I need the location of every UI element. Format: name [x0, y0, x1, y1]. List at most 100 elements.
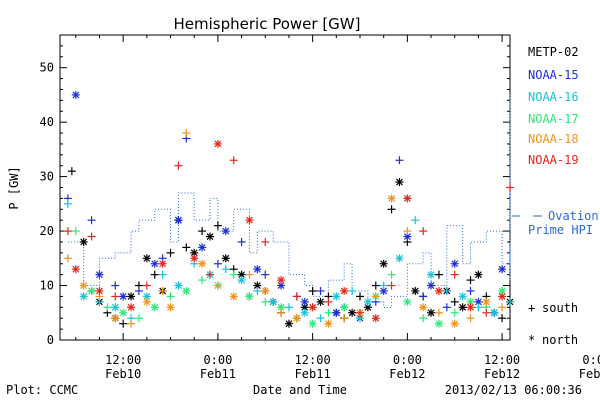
data-point-noaa-15 [379, 286, 388, 295]
data-point-noaa-19 [466, 303, 475, 312]
data-point-noaa-15 [466, 286, 475, 295]
data-point-noaa-19 [261, 237, 270, 246]
legend: METP-02 NOAA-15 NOAA-16 NOAA-17 NOAA-18 … [512, 45, 599, 347]
data-point-noaa-18 [387, 194, 396, 203]
x-tick-date-label: Feb12 [484, 367, 520, 381]
data-point-noaa-18 [450, 319, 459, 328]
data-point-noaa-19 [324, 297, 333, 306]
data-point-noaa-18 [63, 254, 72, 263]
data-point-noaa-18 [482, 297, 491, 306]
data-point-noaa-19 [95, 286, 104, 295]
x-tick-time-label: 0:00 [203, 353, 232, 367]
y-tick-label: 40 [40, 115, 54, 129]
data-point-noaa-19 [387, 281, 396, 290]
data-point-noaa-16 [332, 292, 341, 301]
plot-frame [59, 34, 511, 341]
data-point-noaa-16 [427, 270, 436, 279]
data-point-noaa-18 [434, 308, 443, 317]
data-point-noaa-16 [174, 281, 183, 290]
data-point-metp-02 [466, 276, 475, 285]
data-point-noaa-15 [95, 270, 104, 279]
data-point-noaa-19 [482, 308, 491, 317]
legend-item-metp-02: METP-02 [528, 45, 579, 59]
data-point-noaa-18 [111, 314, 120, 323]
data-point-metp-02 [284, 319, 293, 328]
data-point-noaa-18 [245, 270, 254, 279]
data-point-noaa-19 [434, 286, 443, 295]
data-point-metp-02 [119, 319, 128, 328]
data-point-noaa-15 [71, 90, 80, 99]
data-point-noaa-15 [174, 216, 183, 225]
data-point-noaa-18 [198, 259, 207, 268]
legend-item-noaa-16: NOAA-16 [528, 90, 579, 104]
data-point-noaa-19 [87, 232, 96, 241]
data-point-noaa-15 [450, 259, 459, 268]
data-point-noaa-19 [245, 216, 254, 225]
data-point-metp-02 [206, 232, 214, 241]
data-point-metp-02 [150, 270, 159, 279]
data-point-noaa-17 [166, 292, 175, 301]
x-tick-date-label: Feb12 [389, 367, 425, 381]
data-point-noaa-15 [213, 259, 222, 268]
data-point-noaa-16 [474, 303, 483, 312]
data-point-noaa-18 [277, 308, 286, 317]
data-point-noaa-16 [253, 286, 262, 295]
data-point-noaa-15 [221, 227, 230, 236]
data-point-noaa-17 [182, 286, 191, 295]
data-point-noaa-19 [371, 314, 380, 323]
data-point-noaa-15 [395, 156, 404, 165]
data-point-noaa-17 [150, 303, 159, 312]
y-tick-label: 50 [40, 61, 54, 75]
data-point-noaa-19 [158, 259, 167, 268]
data-point-noaa-15 [261, 270, 270, 279]
data-point-noaa-16 [111, 303, 120, 312]
data-point-noaa-16 [316, 314, 325, 323]
south-marker-label: south [542, 301, 578, 315]
data-point-noaa-18 [371, 292, 380, 301]
data-point-noaa-16 [363, 297, 372, 306]
data-point-noaa-19 [71, 265, 80, 274]
data-point-noaa-19 [174, 161, 183, 170]
x-tick-date-label: Feb11 [200, 367, 236, 381]
data-point-metp-02 [142, 254, 151, 263]
data-point-noaa-15 [316, 286, 325, 295]
data-point-noaa-19 [127, 303, 136, 312]
data-point-noaa-17 [450, 308, 459, 317]
x-tick-time-label: 0:00 [393, 353, 422, 367]
ovation-legend-label: Ovation [548, 209, 599, 223]
data-point-noaa-19 [213, 139, 222, 148]
data-point-noaa-17 [324, 308, 333, 317]
data-point-noaa-16 [79, 292, 88, 301]
data-point-metp-02 [434, 270, 443, 279]
data-point-noaa-16 [221, 265, 230, 274]
data-point-noaa-15 [253, 265, 262, 274]
legend-item-noaa-18: NOAA-18 [528, 132, 579, 146]
data-point-noaa-19 [506, 183, 514, 192]
data-point-noaa-18 [127, 319, 136, 328]
x-tick-date-label: Feb10 [105, 367, 141, 381]
data-point-noaa-19 [206, 270, 214, 279]
x-tick-time-label: 0:00 [582, 353, 600, 367]
ovation-legend-label-2: Prime HPI [528, 223, 593, 237]
data-point-metp-02 [371, 281, 380, 290]
data-point-metp-02 [79, 237, 88, 246]
data-point-noaa-17 [198, 276, 207, 285]
data-point-noaa-16 [63, 199, 72, 208]
footer-plot-credit: Plot: CCMC [6, 383, 78, 397]
y-tick-label: 30 [40, 170, 54, 184]
data-point-noaa-19 [63, 227, 72, 236]
data-point-noaa-15 [87, 216, 96, 225]
data-point-noaa-17 [340, 303, 349, 312]
data-point-noaa-15 [237, 237, 246, 246]
data-point-noaa-15 [474, 297, 483, 306]
data-point-noaa-18 [292, 314, 301, 323]
data-point-metp-02 [348, 308, 357, 317]
data-point-noaa-18 [182, 129, 191, 138]
data-point-noaa-17 [103, 303, 112, 312]
data-point-noaa-17 [119, 308, 128, 317]
data-point-noaa-17 [403, 297, 412, 306]
legend-item-noaa-19: NOAA-19 [528, 153, 579, 167]
x-tick-time-label: 12:00 [484, 353, 520, 367]
x-tick-date-label: Feb13 [579, 367, 600, 381]
